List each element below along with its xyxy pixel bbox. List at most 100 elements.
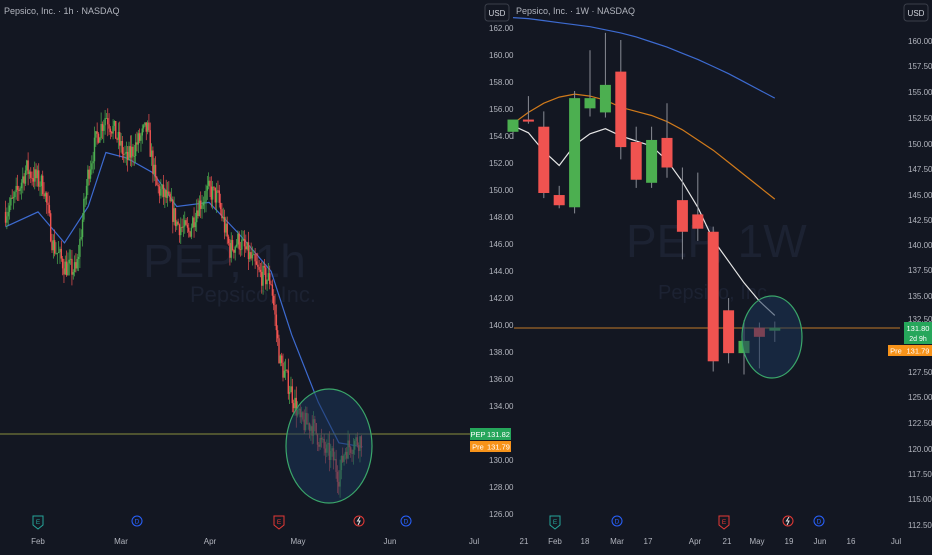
left-y-tick: 152.00 [489, 159, 514, 168]
candle [76, 253, 78, 271]
candle-body [229, 243, 231, 258]
earnings-event-icon[interactable]: E [549, 515, 561, 530]
candle [128, 141, 130, 161]
right-event-markers[interactable]: E D E D [549, 515, 825, 530]
candle-body [176, 221, 178, 227]
earnings-event-icon[interactable]: E [32, 515, 44, 530]
candle-body [69, 258, 72, 260]
candle [209, 176, 211, 198]
left-event-markers[interactable]: E D E D [32, 515, 412, 530]
left-currency-button[interactable]: USD [484, 3, 510, 22]
candle-body [215, 190, 218, 203]
split-event-icon[interactable] [353, 515, 365, 527]
candle [174, 207, 177, 232]
candle-body [26, 160, 28, 171]
candle-body [262, 265, 264, 286]
candle [112, 119, 114, 140]
candle [282, 353, 284, 382]
candle [22, 167, 24, 194]
candle-body [199, 200, 202, 209]
left-panel[interactable]: PEP, 1h Pepsico, Inc. Pepsico, Inc. · 1h… [0, 6, 514, 546]
candle [83, 192, 85, 222]
candle [292, 399, 295, 414]
candle [12, 191, 15, 210]
candle-body [165, 189, 167, 198]
ma-orange-line [512, 93, 776, 200]
candle [198, 195, 201, 217]
right-y-axis[interactable]: 160.00 157.50 155.00 152.50 150.00 147.5… [908, 37, 932, 530]
event-label: D [404, 519, 409, 526]
candle-body [287, 370, 290, 394]
candle [116, 137, 118, 143]
dividend-event-icon[interactable]: D [400, 515, 412, 527]
candle-body [44, 193, 47, 197]
candle [97, 132, 100, 144]
left-x-tick: May [290, 537, 305, 546]
candle-body [283, 370, 286, 378]
candle-body [83, 198, 85, 220]
candle [64, 255, 66, 275]
candle [91, 155, 93, 175]
candle-body [288, 392, 291, 394]
candle [172, 196, 174, 234]
candle-body [206, 185, 209, 191]
candle [56, 252, 59, 265]
candle-body [707, 231, 719, 362]
candle [231, 235, 234, 252]
dividend-event-icon[interactable]: D [813, 515, 825, 527]
dividend-event-icon[interactable]: D [611, 515, 623, 527]
left-x-axis[interactable]: Feb Mar Apr May Jun Jul [31, 537, 479, 546]
candle-body [107, 118, 109, 125]
left-y-axis[interactable]: 162.00 160.00 158.00 156.00 154.00 152.0… [489, 24, 514, 519]
candle [72, 269, 74, 280]
candle [136, 131, 138, 152]
left-highlight-circle[interactable] [285, 388, 373, 504]
candle-body [253, 254, 255, 256]
candle [49, 210, 52, 243]
split-event-icon[interactable] [782, 515, 794, 527]
left-watermark-symbol: PEP, 1h [143, 235, 306, 287]
earnings-event-icon[interactable]: E [718, 515, 730, 530]
candle [278, 334, 280, 364]
candle [239, 241, 242, 257]
candle-body [243, 239, 246, 247]
candle-body [38, 170, 40, 187]
dividend-event-icon[interactable]: D [131, 515, 143, 527]
candle-body [180, 227, 182, 236]
right-currency-button[interactable]: USD [903, 3, 929, 22]
candle [15, 177, 17, 200]
earnings-event-icon[interactable]: E [273, 515, 285, 530]
candle [34, 161, 36, 190]
right-y-tick: 157.50 [908, 62, 932, 71]
candle-body [15, 185, 17, 192]
candle-body [156, 177, 158, 186]
candle-body [273, 295, 275, 305]
candle [197, 198, 199, 219]
candle-body [234, 246, 236, 253]
right-x-axis[interactable]: 21 Feb 18 Mar 17 Apr 21 May 19 Jun 16 Ju… [520, 537, 902, 546]
candle [32, 167, 35, 188]
candle-body [80, 237, 82, 239]
left-y-tick: 136.00 [489, 375, 514, 384]
candle [153, 158, 155, 182]
left-badge-pre-box [470, 441, 486, 452]
candle [27, 152, 29, 186]
candle-body [99, 137, 101, 143]
candle [132, 143, 134, 166]
left-y-tick: 146.00 [489, 240, 514, 249]
candle [193, 207, 195, 238]
right-highlight-circle[interactable] [741, 295, 803, 379]
candle-body [113, 120, 116, 126]
event-label: E [36, 519, 41, 526]
weekly-candle [676, 167, 688, 260]
candle [129, 135, 132, 167]
candle-body [553, 195, 565, 206]
right-x-tick: Apr [689, 537, 702, 546]
candle [120, 132, 122, 153]
right-panel[interactable]: PEP, 1W Pepsico, Inc. Pepsico, Inc. · 1W… [484, 3, 932, 546]
candle-body [122, 153, 125, 155]
left-badge-price: 131.82 [487, 430, 510, 439]
candle [145, 122, 147, 141]
